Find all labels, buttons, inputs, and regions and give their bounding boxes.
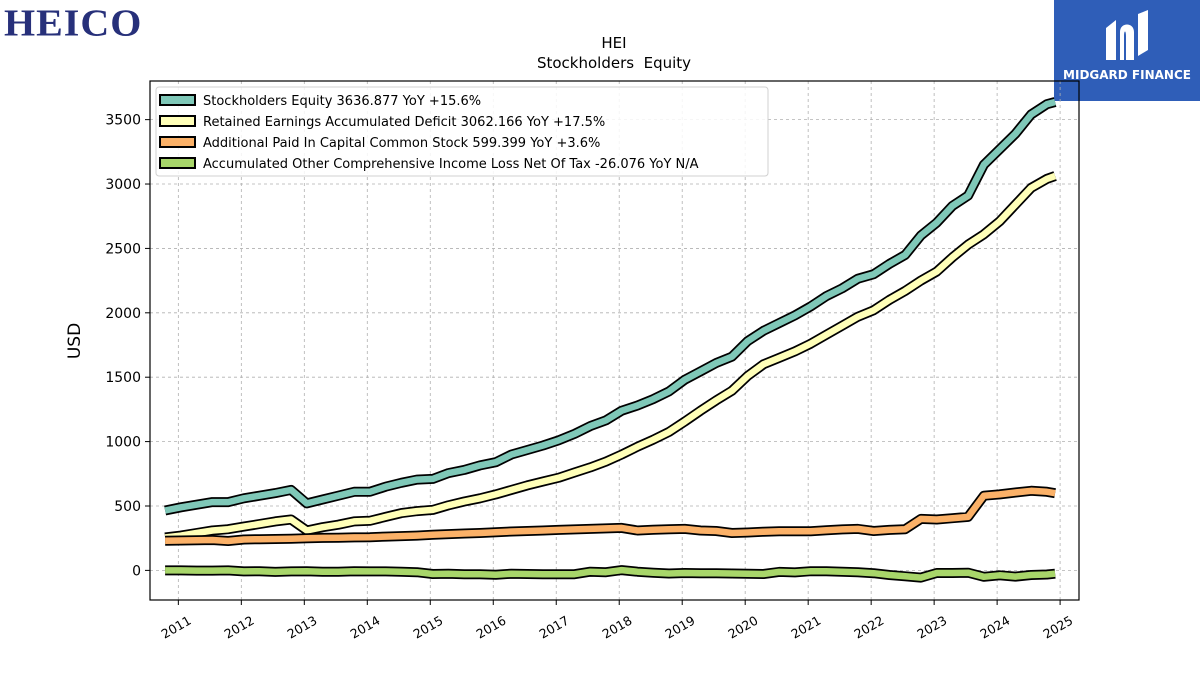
- legend-label: Additional Paid In Capital Common Stock …: [203, 136, 600, 151]
- legend-box: [155, 86, 769, 177]
- y-tick-label: 500: [114, 499, 141, 515]
- x-tick-label: 2023: [914, 613, 949, 642]
- x-tick-label: 2022: [851, 613, 886, 642]
- heico-logo: HEICO: [4, 1, 143, 44]
- x-tick-label: 2020: [725, 613, 760, 642]
- y-tick-label: 2000: [105, 306, 141, 322]
- chart-title: HEI: [601, 34, 626, 52]
- legend-swatch: [159, 94, 196, 106]
- x-tick-label: 2016: [473, 613, 508, 642]
- y-tick-label: 3000: [105, 177, 141, 193]
- legend-label: Stockholders Equity 3636.877 YoY +15.6%: [203, 94, 481, 109]
- plot-frame: [149, 80, 1080, 601]
- x-tick-label: 2014: [348, 613, 383, 642]
- y-tick-label: 3500: [105, 113, 141, 129]
- y-tick-label: 2500: [105, 241, 141, 257]
- series-lines: [164, 97, 1057, 583]
- y-tick-label: 0: [132, 563, 141, 579]
- legend-swatch: [159, 136, 196, 148]
- midgard-finance-text: MIDGARD FINANCE: [1063, 68, 1191, 82]
- x-tick-label: 2013: [285, 613, 320, 642]
- y-tick-label: 1500: [105, 370, 141, 386]
- series-line: [164, 98, 1056, 514]
- midgard-mark-icon: [1106, 10, 1148, 60]
- x-tick-label: 2015: [410, 613, 445, 642]
- series-1: [164, 171, 1057, 543]
- series-line: [165, 487, 1056, 545]
- x-tick-label: 2024: [977, 613, 1012, 642]
- legend-swatch: [159, 157, 196, 169]
- x-tick-label: 2025: [1040, 613, 1075, 642]
- y-tick-label: 1000: [105, 435, 141, 451]
- x-tick-label: 2017: [536, 613, 571, 642]
- x-tick-label: 2011: [159, 613, 194, 642]
- series-0: [164, 97, 1057, 516]
- series-3: [165, 565, 1056, 583]
- series-2: [165, 485, 1056, 546]
- x-tick-label: 2012: [222, 613, 257, 642]
- legend-label: Retained Earnings Accumulated Deficit 30…: [203, 115, 605, 130]
- x-tick-label: 2019: [662, 613, 697, 642]
- legend: Stockholders Equity 3636.877 YoY +15.6% R…: [155, 86, 769, 177]
- legend-label: Accumulated Other Comprehensive Income L…: [203, 157, 699, 172]
- chart-subtitle: Stockholders Equity: [537, 54, 691, 72]
- series-line: [165, 566, 1056, 581]
- x-tick-label: 2018: [599, 613, 634, 642]
- legend-swatch: [159, 115, 196, 127]
- series-line: [164, 172, 1057, 541]
- midgard-finance-logo: MIDGARD FINANCE: [1054, 0, 1200, 101]
- x-tick-label: 2021: [788, 613, 823, 642]
- y-axis-label: USD: [65, 323, 85, 359]
